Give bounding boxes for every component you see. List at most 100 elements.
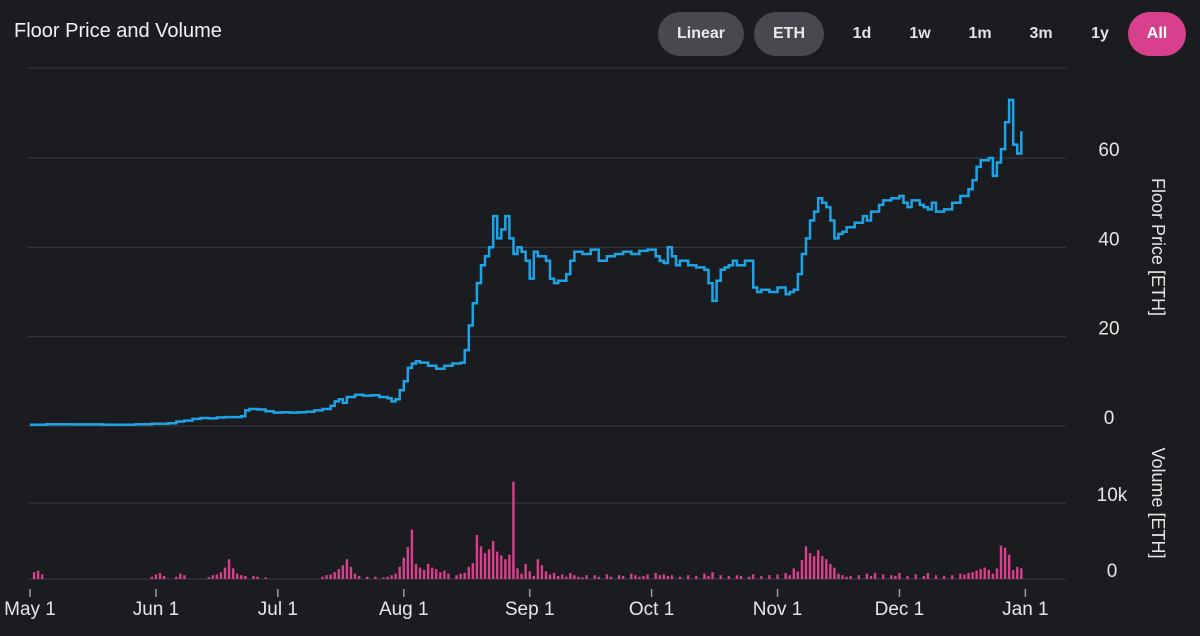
volume-bar [707, 575, 710, 579]
volume-bar [431, 567, 434, 579]
currency-toggle-button[interactable]: ETH [754, 12, 824, 56]
volume-bar [467, 566, 470, 579]
volume-bar [662, 574, 665, 579]
x-tick-label: Nov 1 [753, 599, 803, 620]
range-1m-button[interactable]: 1m [968, 25, 992, 42]
volume-bar [597, 576, 600, 579]
volume-bar [695, 575, 698, 579]
volume-bar [621, 575, 625, 579]
volume-bar [162, 575, 166, 579]
volume-bar [333, 572, 336, 579]
volume-bar [215, 574, 219, 579]
volume-bar [995, 568, 999, 579]
volume-bar [256, 576, 259, 579]
volume-bar [922, 575, 926, 579]
volume-bar [374, 576, 377, 579]
volume-bar [459, 573, 462, 579]
volume-bar [784, 572, 787, 579]
volume-bar [366, 576, 369, 579]
volume-bar [223, 567, 227, 579]
volume-bar [565, 576, 568, 579]
range-all-button[interactable]: All [1128, 12, 1186, 56]
volume-bar [158, 572, 162, 579]
volume-tick-label: 10k [1097, 485, 1128, 506]
volume-bar [536, 559, 540, 579]
volume-bar [231, 568, 235, 579]
volume-bar [999, 545, 1003, 579]
volume-bar [183, 575, 186, 579]
volume-bar [321, 576, 324, 579]
volume-bar [658, 575, 661, 579]
volume-bar [821, 556, 824, 579]
volume-bar [841, 575, 844, 579]
range-1w-button[interactable]: 1w [909, 25, 931, 42]
volume-bar [642, 575, 645, 579]
x-tick-label: Dec 1 [875, 599, 925, 620]
volume-bar [487, 549, 491, 579]
x-tick-label: Jul 1 [258, 599, 298, 620]
volume-bar [869, 575, 873, 579]
price-tick-label: 20 [1098, 319, 1119, 340]
volume-bar [971, 572, 974, 579]
volume-bar [540, 565, 544, 579]
volume-bar [207, 577, 210, 579]
volume-bar [496, 551, 499, 579]
volume-bar [443, 570, 446, 579]
volume-bar [240, 575, 243, 579]
volume-bar [569, 572, 572, 579]
volume-bar [776, 574, 779, 579]
floor-price-line [30, 98, 1023, 426]
scale-toggle-button[interactable]: Linear [658, 12, 744, 56]
volume-bar [475, 534, 479, 579]
range-1d-button[interactable]: 1d [852, 25, 872, 42]
volume-bar [1011, 569, 1015, 579]
volume-bar [150, 576, 154, 579]
volume-bar [914, 574, 917, 579]
volume-bar [898, 572, 901, 579]
volume-bar [760, 575, 763, 579]
volume-bar [881, 574, 885, 579]
volume-bar [845, 576, 848, 579]
volume-bar [686, 575, 690, 579]
volume-bar [719, 575, 722, 579]
volume-bar [829, 563, 832, 579]
volume-bar [617, 575, 621, 579]
volume-bar [491, 541, 495, 579]
volume-bar [175, 576, 178, 579]
volume-bar [219, 572, 223, 579]
volume-bar [500, 555, 503, 579]
volume-bar [792, 568, 795, 579]
range-1y-button[interactable]: 1y [1091, 25, 1109, 42]
range-3m-button[interactable]: 3m [1029, 25, 1053, 42]
volume-bar [325, 575, 328, 579]
volume-bar-peak [512, 481, 515, 579]
floor-price-volume-chart: 0 20 40 60 0 10k Floor Price [ETH] Volume [ETH]… [4, 67, 1168, 620]
volume-bar [577, 576, 580, 579]
volume-bar [508, 554, 511, 579]
volume-bar [1003, 547, 1007, 579]
volume-bar [504, 559, 507, 579]
volume-bar [727, 575, 730, 579]
volume-bar [532, 575, 535, 579]
volume-bar [40, 574, 44, 579]
volume-bar [394, 573, 397, 579]
volume-bar [179, 573, 182, 579]
volume-bar [573, 575, 576, 579]
volume-bar [418, 567, 422, 579]
price-tick-label: 0 [1104, 408, 1115, 429]
volume-bar [382, 577, 385, 579]
volume-bar [812, 556, 816, 579]
volume-bar [833, 567, 836, 579]
volume-bar [353, 573, 357, 579]
volume-bar [455, 575, 458, 579]
volume-bar [934, 575, 938, 579]
volume-bar [857, 575, 860, 579]
volume-bar [678, 576, 682, 579]
volume-bar [345, 559, 349, 579]
volume-bar [544, 571, 548, 579]
volume-bar [804, 546, 808, 579]
volume-bar [390, 575, 393, 579]
volume-bar [329, 574, 332, 579]
volume-bar [666, 575, 670, 579]
volume-bar [422, 569, 426, 579]
